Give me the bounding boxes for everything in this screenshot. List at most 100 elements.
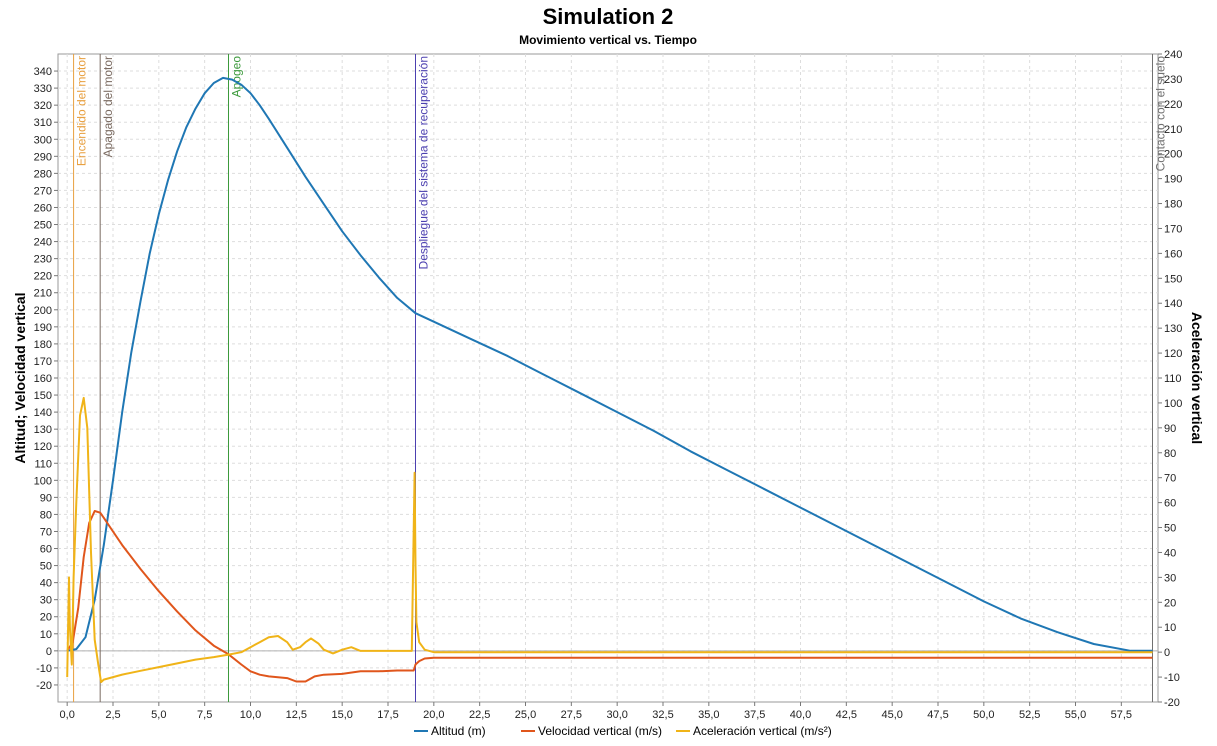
x-tick-label: 2,5 [105, 709, 120, 721]
x-tick-label: 17,5 [377, 709, 398, 721]
y-right-tick-label: 200 [1164, 149, 1182, 161]
y-left-tick-label: 310 [34, 117, 52, 129]
x-axis-ticks: 0,0 2,5 5,0 7,5 10,0 12,5 15,0 17,5 20,0 22,5 25,0… [60, 702, 1132, 721]
legend-label-2: Aceleración vertical (m/s²) [693, 724, 832, 738]
y-right-tick-label: 100 [1164, 398, 1182, 410]
event-label-4: Contacto con el suelo [1154, 56, 1168, 172]
chart-title: Simulation 2 [543, 4, 674, 29]
y-axis-right-label: Aceleración vertical [1189, 312, 1205, 444]
y-left-tick-label: 60 [40, 544, 52, 556]
y-left-tick-label: 150 [34, 390, 52, 402]
y-left-tick-label: 30 [40, 595, 52, 607]
y-left-tick-label: 10 [40, 629, 52, 641]
x-tick-label: 55,0 [1065, 709, 1086, 721]
y-left-tick-label: 0 [46, 646, 52, 658]
y-axis-left-ticks: -20 -10 0 10 20 30 40 50 60 70 80 90 100 110 120 130 140… [34, 66, 58, 692]
chart-subtitle: Movimiento vertical vs. Tiempo [519, 33, 697, 47]
y-right-tick-label: 30 [1164, 572, 1176, 584]
x-tick-label: 25,0 [515, 709, 536, 721]
y-right-tick-label: 0 [1164, 647, 1170, 659]
x-tick-label: 57,5 [1111, 709, 1132, 721]
y-left-tick-label: 320 [34, 100, 52, 112]
x-tick-label: 42,5 [836, 709, 857, 721]
x-tick-label: 10,0 [240, 709, 261, 721]
y-axis-right-ticks: -20 -10 0 10 20 30 40 50 60 70 80 90 100 110 120 130 140… [1158, 49, 1182, 709]
x-tick-label: 47,5 [927, 709, 948, 721]
event-label-1: Apagado del motor [101, 56, 115, 157]
y-left-tick-label: 250 [34, 220, 52, 232]
y-left-tick-label: 110 [34, 458, 52, 470]
y-left-tick-label: 20 [40, 612, 52, 624]
y-right-tick-label: 130 [1164, 323, 1182, 335]
y-left-tick-label: 260 [34, 202, 52, 214]
y-right-tick-label: 60 [1164, 498, 1176, 510]
y-axis-left-label: Altitud; Velocidad vertical [12, 292, 28, 463]
y-left-tick-label: 240 [34, 237, 52, 249]
y-right-tick-label: 180 [1164, 199, 1182, 211]
y-right-tick-label: -20 [1164, 697, 1180, 709]
x-tick-label: 7,5 [197, 709, 212, 721]
y-left-tick-label: 180 [34, 339, 52, 351]
x-tick-label: 0,0 [60, 709, 75, 721]
y-left-tick-label: 90 [40, 492, 52, 504]
y-left-tick-label: 220 [34, 271, 52, 283]
x-tick-label: 40,0 [790, 709, 811, 721]
y-left-tick-label: 230 [34, 254, 52, 266]
y-right-tick-label: 230 [1164, 74, 1182, 86]
y-right-tick-label: 220 [1164, 99, 1182, 111]
y-right-tick-label: 40 [1164, 547, 1176, 559]
y-left-tick-label: 120 [34, 441, 52, 453]
x-tick-label: 32,5 [652, 709, 673, 721]
event-label-3: Despliegue del sistema de recuperación [417, 56, 431, 269]
x-tick-label: 45,0 [881, 709, 902, 721]
y-right-tick-label: 10 [1164, 622, 1176, 634]
y-left-tick-label: 200 [34, 305, 52, 317]
event-label-2: Apogeo [230, 56, 244, 98]
y-left-tick-label: 170 [34, 356, 52, 368]
series-line-0 [67, 76, 1153, 652]
x-tick-label: 37,5 [744, 709, 765, 721]
y-right-tick-label: 240 [1164, 49, 1182, 61]
y-left-tick-label: 130 [34, 424, 52, 436]
x-tick-label: 52,5 [1019, 709, 1040, 721]
x-tick-label: 50,0 [973, 709, 994, 721]
event-label-0: Encendido del motor [75, 56, 89, 166]
y-right-tick-label: 160 [1164, 248, 1182, 260]
y-left-tick-label: 300 [34, 134, 52, 146]
y-left-tick-label: 40 [40, 578, 52, 590]
y-right-tick-label: 90 [1164, 423, 1176, 435]
series-group [66, 76, 1153, 684]
y-right-tick-label: 120 [1164, 348, 1182, 360]
x-tick-label: 35,0 [698, 709, 719, 721]
y-left-tick-label: 160 [34, 373, 52, 385]
x-tick-label: 15,0 [331, 709, 352, 721]
y-right-tick-label: -10 [1164, 672, 1180, 684]
y-left-tick-label: 140 [34, 407, 52, 419]
y-right-tick-label: 190 [1164, 174, 1182, 186]
y-right-tick-label: 20 [1164, 597, 1176, 609]
legend: Altitud (m) Velocidad vertical (m/s) Acele… [414, 724, 832, 738]
x-tick-label: 27,5 [561, 709, 582, 721]
y-left-tick-label: 340 [34, 66, 52, 78]
y-right-tick-label: 150 [1164, 273, 1182, 285]
y-left-tick-label: 270 [34, 185, 52, 197]
y-left-tick-label: 190 [34, 322, 52, 334]
y-right-tick-label: 80 [1164, 448, 1176, 460]
y-left-tick-label: 330 [34, 83, 52, 95]
x-tick-label: 12,5 [286, 709, 307, 721]
y-right-tick-label: 50 [1164, 523, 1176, 535]
series-line-1 [66, 510, 1153, 683]
y-right-tick-label: 110 [1164, 373, 1182, 385]
x-tick-label: 22,5 [469, 709, 490, 721]
y-left-tick-label: -10 [36, 663, 52, 675]
y-left-tick-label: 290 [34, 151, 52, 163]
y-left-tick-label: 100 [34, 475, 52, 487]
plot-area [57, 53, 1159, 703]
y-left-tick-label: 280 [34, 168, 52, 180]
legend-label-0: Altitud (m) [431, 724, 486, 738]
grid [58, 54, 1158, 702]
y-left-tick-label: -20 [36, 680, 52, 692]
y-left-tick-label: 210 [34, 288, 52, 300]
y-right-tick-label: 170 [1164, 223, 1182, 235]
